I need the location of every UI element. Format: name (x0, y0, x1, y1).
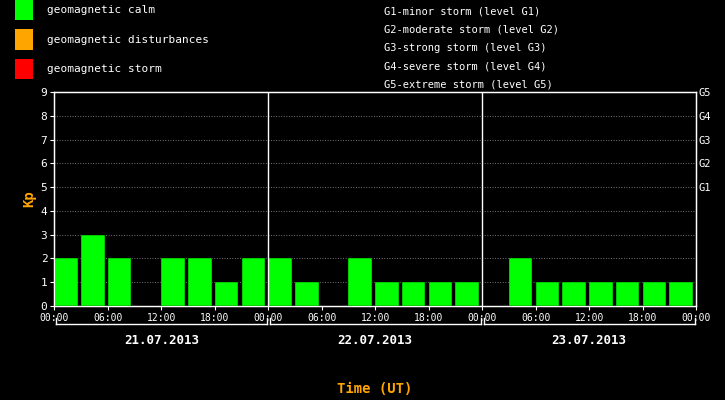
Bar (14, 0, 33, 20)
Bar (268, 258, 291, 306)
Bar (295, 282, 318, 306)
Bar (428, 282, 452, 306)
Y-axis label: Kp: Kp (22, 191, 36, 207)
Bar (669, 282, 693, 306)
Text: 23.07.2013: 23.07.2013 (552, 334, 626, 346)
Bar (54, 258, 78, 306)
Bar (375, 282, 399, 306)
Text: G1-minor storm (level G1): G1-minor storm (level G1) (384, 6, 541, 16)
Text: geomagnetic disturbances: geomagnetic disturbances (47, 34, 209, 44)
Bar (563, 282, 586, 306)
Bar (402, 282, 426, 306)
Text: G4-severe storm (level G4): G4-severe storm (level G4) (384, 61, 547, 71)
Bar (81, 235, 104, 306)
Bar (215, 282, 239, 306)
Bar (616, 282, 639, 306)
Bar (161, 258, 185, 306)
Bar (14, 59, 33, 79)
Text: Time (UT): Time (UT) (338, 382, 413, 396)
Bar (188, 258, 212, 306)
Text: G2-moderate storm (level G2): G2-moderate storm (level G2) (384, 24, 559, 34)
Text: G5-extreme storm (level G5): G5-extreme storm (level G5) (384, 80, 553, 90)
Bar (509, 258, 532, 306)
Bar (455, 282, 479, 306)
Text: geomagnetic calm: geomagnetic calm (47, 5, 155, 15)
Bar (108, 258, 131, 306)
Bar (241, 258, 265, 306)
Bar (536, 282, 559, 306)
Bar (642, 282, 666, 306)
Bar (589, 282, 613, 306)
Text: geomagnetic storm: geomagnetic storm (47, 64, 162, 74)
Text: 21.07.2013: 21.07.2013 (124, 334, 199, 346)
Text: 22.07.2013: 22.07.2013 (338, 334, 413, 346)
Text: G3-strong storm (level G3): G3-strong storm (level G3) (384, 43, 547, 53)
Bar (349, 258, 372, 306)
Bar (14, 30, 33, 50)
